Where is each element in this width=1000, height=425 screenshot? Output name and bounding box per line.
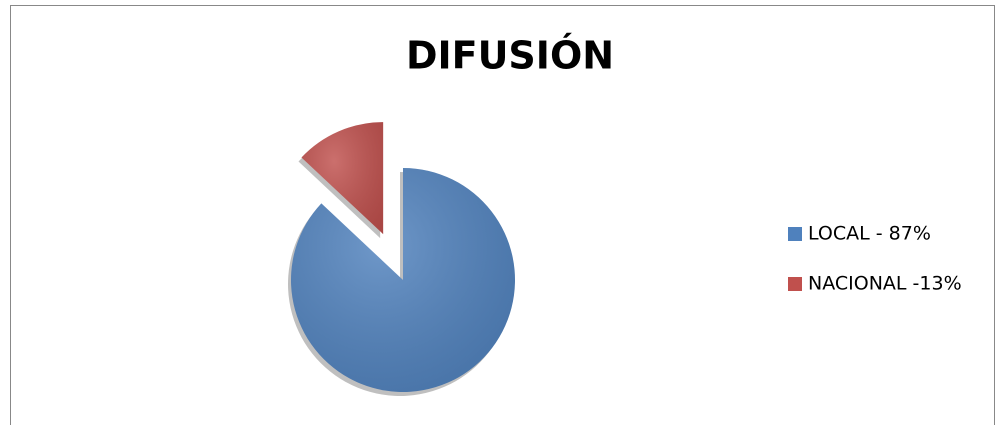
legend-swatch	[788, 227, 802, 241]
legend-swatch	[788, 277, 802, 291]
chart-title: DIFUSIÓN	[406, 34, 614, 78]
chart-frame	[10, 5, 995, 425]
slice-shade	[301, 122, 384, 235]
slice-shade	[290, 168, 515, 392]
legend-label: LOCAL - 87%	[808, 223, 931, 245]
legend-label: NACIONAL -13%	[808, 273, 962, 295]
